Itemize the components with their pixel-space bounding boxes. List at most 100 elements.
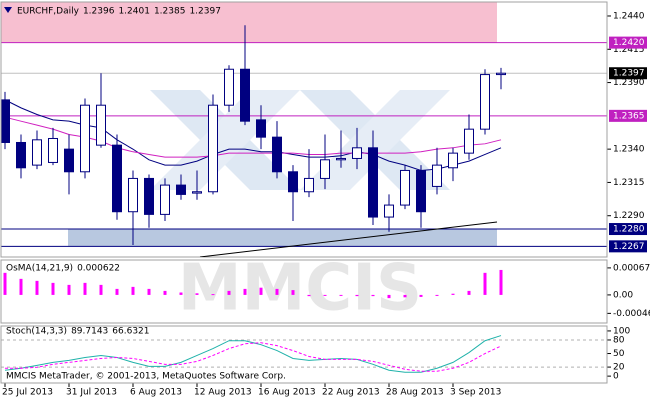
y-tick-label: 0.000673 bbox=[613, 263, 650, 273]
y-tick-label: 1.2440 bbox=[613, 11, 645, 21]
header-value: 66.6321 bbox=[112, 327, 149, 337]
x-tick-label: 6 Aug 2013 bbox=[130, 388, 182, 398]
y-tick-label: 1.2390 bbox=[613, 78, 645, 88]
osma-bar bbox=[323, 294, 327, 296]
osma-bar bbox=[35, 280, 39, 295]
header-value: 0.000622 bbox=[77, 264, 120, 274]
osma-bar bbox=[83, 282, 87, 295]
support-zone bbox=[68, 229, 497, 247]
osma-bar bbox=[243, 288, 247, 295]
candle-body bbox=[352, 147, 362, 159]
stoch-line bbox=[5, 342, 502, 372]
watermark: MMCIS bbox=[178, 252, 422, 326]
level-label: 1.2420 bbox=[613, 38, 645, 48]
y-tick-label: 20 bbox=[613, 363, 625, 373]
osma-bar bbox=[403, 294, 407, 298]
osma-frame bbox=[0, 259, 608, 324]
candle-body bbox=[336, 157, 346, 161]
candle-body bbox=[384, 204, 394, 218]
x-tick-label: 16 Aug 2013 bbox=[258, 388, 316, 398]
stoch-line bbox=[4, 335, 502, 373]
level-label-box bbox=[609, 223, 647, 236]
y-tick-label: 1.2415 bbox=[613, 45, 645, 55]
x-tick-label: 3 Sep 2013 bbox=[450, 388, 501, 398]
y-tick-label: 1.2315 bbox=[613, 178, 645, 188]
candle-body bbox=[176, 184, 186, 195]
x-tick-label: 12 Aug 2013 bbox=[194, 388, 252, 398]
candle-body bbox=[192, 191, 202, 194]
candle-body bbox=[448, 152, 458, 169]
candle-body bbox=[400, 169, 410, 206]
osma-bar bbox=[211, 294, 215, 296]
candle-body bbox=[128, 177, 138, 213]
trend-line bbox=[199, 221, 498, 257]
osma-bar bbox=[179, 292, 183, 295]
stoch-panel bbox=[1, 335, 607, 373]
header-value: 1.2397 bbox=[189, 7, 221, 17]
header-value: 1.2396 bbox=[83, 7, 115, 17]
osma-bar bbox=[99, 284, 103, 295]
candle-body bbox=[112, 144, 122, 213]
x-tick-label: 25 Jul 2013 bbox=[2, 388, 53, 398]
osma-bar bbox=[131, 286, 135, 295]
candle-body bbox=[288, 171, 298, 193]
candle-body bbox=[80, 104, 90, 173]
osma-bar bbox=[147, 288, 151, 295]
osma-bar bbox=[291, 290, 295, 295]
current-price-label: 1.2397 bbox=[613, 69, 645, 79]
level-label-box bbox=[609, 109, 647, 122]
candle-body bbox=[32, 139, 42, 166]
y-tick-label: 0.00 bbox=[613, 290, 633, 300]
osma-bar bbox=[19, 278, 23, 295]
osma-bar bbox=[467, 290, 471, 295]
panel-title: Stoch(14,3,3) bbox=[6, 327, 67, 337]
header-value: 1.2401 bbox=[118, 7, 150, 17]
candle-body bbox=[256, 119, 266, 138]
level-label-box bbox=[609, 36, 647, 49]
candle-body bbox=[416, 169, 426, 213]
candle-body bbox=[160, 184, 170, 215]
candle-body bbox=[368, 147, 378, 218]
axes: 1.2440 1.2415 1.2390 1.2340 1.2315 1.2290 1.24… bbox=[2, 7, 650, 398]
footer: MMCIS MetaTrader, © 2001-2013, MetaQuote… bbox=[6, 372, 286, 382]
candle-body bbox=[304, 177, 314, 193]
x-tick-label: 22 Aug 2013 bbox=[322, 388, 380, 398]
candle-body bbox=[1, 99, 10, 143]
current-price-box bbox=[609, 67, 647, 80]
osma-bar bbox=[355, 294, 359, 297]
candle-body bbox=[240, 68, 250, 122]
x-tick-label: 28 Aug 2013 bbox=[386, 388, 444, 398]
y-tick-label: 0 bbox=[613, 372, 619, 382]
panel-title: OsMA(14,21,9) bbox=[6, 264, 73, 274]
candle-body bbox=[208, 104, 218, 193]
osma-bar bbox=[483, 272, 487, 295]
osma-bar bbox=[3, 272, 7, 295]
osma-bar bbox=[339, 294, 343, 296]
osma-bar bbox=[195, 293, 199, 295]
logo-watermark bbox=[150, 90, 450, 190]
osma-bar bbox=[259, 287, 263, 295]
osma-bar bbox=[419, 294, 423, 297]
candle-body bbox=[96, 104, 106, 146]
header-value: 1.2385 bbox=[154, 7, 186, 17]
candle-body bbox=[464, 128, 474, 154]
y-tick-label: 50 bbox=[613, 349, 625, 359]
price-panel bbox=[1, 2, 607, 247]
candle-body bbox=[64, 148, 74, 173]
level-label: 1.2280 bbox=[613, 225, 645, 235]
x-tick-label: 31 Jul 2013 bbox=[66, 388, 117, 398]
osma-bar bbox=[227, 290, 231, 295]
osma-bar bbox=[51, 282, 55, 295]
candle-body bbox=[496, 72, 506, 76]
osma-bar bbox=[275, 288, 279, 295]
candle-body bbox=[480, 74, 490, 130]
osma-panel bbox=[3, 269, 503, 299]
candle-body bbox=[144, 177, 154, 215]
osma-bar bbox=[499, 269, 503, 295]
osma-bar bbox=[307, 294, 311, 297]
level-label-box bbox=[609, 240, 647, 253]
y-tick-label: -0.00046 bbox=[613, 309, 650, 319]
panel-icon bbox=[4, 7, 12, 13]
